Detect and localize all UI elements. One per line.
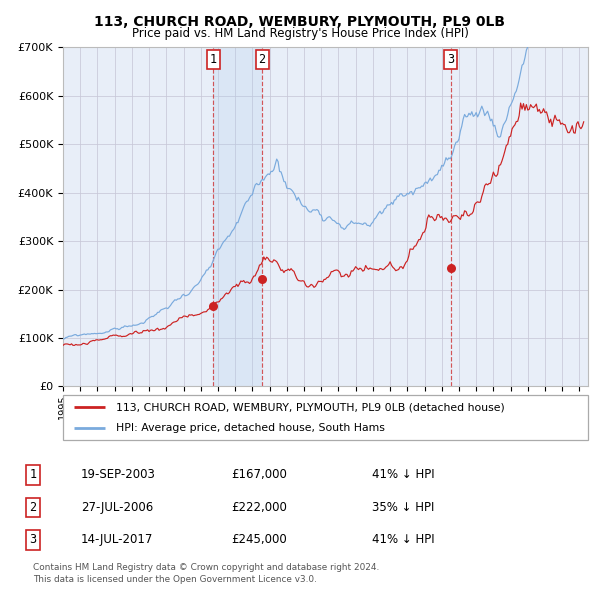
Text: Price paid vs. HM Land Registry's House Price Index (HPI): Price paid vs. HM Land Registry's House … bbox=[131, 27, 469, 40]
Text: 35% ↓ HPI: 35% ↓ HPI bbox=[372, 501, 434, 514]
Text: £245,000: £245,000 bbox=[231, 533, 287, 546]
Text: £167,000: £167,000 bbox=[231, 468, 287, 481]
Text: 1: 1 bbox=[209, 53, 217, 65]
Text: 113, CHURCH ROAD, WEMBURY, PLYMOUTH, PL9 0LB: 113, CHURCH ROAD, WEMBURY, PLYMOUTH, PL9… bbox=[95, 15, 505, 29]
Text: 27-JUL-2006: 27-JUL-2006 bbox=[81, 501, 153, 514]
Text: 1: 1 bbox=[29, 468, 37, 481]
Text: 41% ↓ HPI: 41% ↓ HPI bbox=[372, 533, 434, 546]
FancyBboxPatch shape bbox=[63, 395, 588, 440]
Text: £222,000: £222,000 bbox=[231, 501, 287, 514]
Text: This data is licensed under the Open Government Licence v3.0.: This data is licensed under the Open Gov… bbox=[33, 575, 317, 584]
Text: 2: 2 bbox=[29, 501, 37, 514]
Text: 19-SEP-2003: 19-SEP-2003 bbox=[81, 468, 156, 481]
Text: 41% ↓ HPI: 41% ↓ HPI bbox=[372, 468, 434, 481]
Bar bbox=[213, 47, 262, 386]
Text: 3: 3 bbox=[29, 533, 37, 546]
Text: 3: 3 bbox=[448, 53, 454, 65]
Text: Contains HM Land Registry data © Crown copyright and database right 2024.: Contains HM Land Registry data © Crown c… bbox=[33, 563, 379, 572]
Text: 2: 2 bbox=[259, 53, 266, 65]
Text: 113, CHURCH ROAD, WEMBURY, PLYMOUTH, PL9 0LB (detached house): 113, CHURCH ROAD, WEMBURY, PLYMOUTH, PL9… bbox=[115, 402, 504, 412]
Text: HPI: Average price, detached house, South Hams: HPI: Average price, detached house, Sout… bbox=[115, 422, 385, 432]
Text: 14-JUL-2017: 14-JUL-2017 bbox=[81, 533, 154, 546]
